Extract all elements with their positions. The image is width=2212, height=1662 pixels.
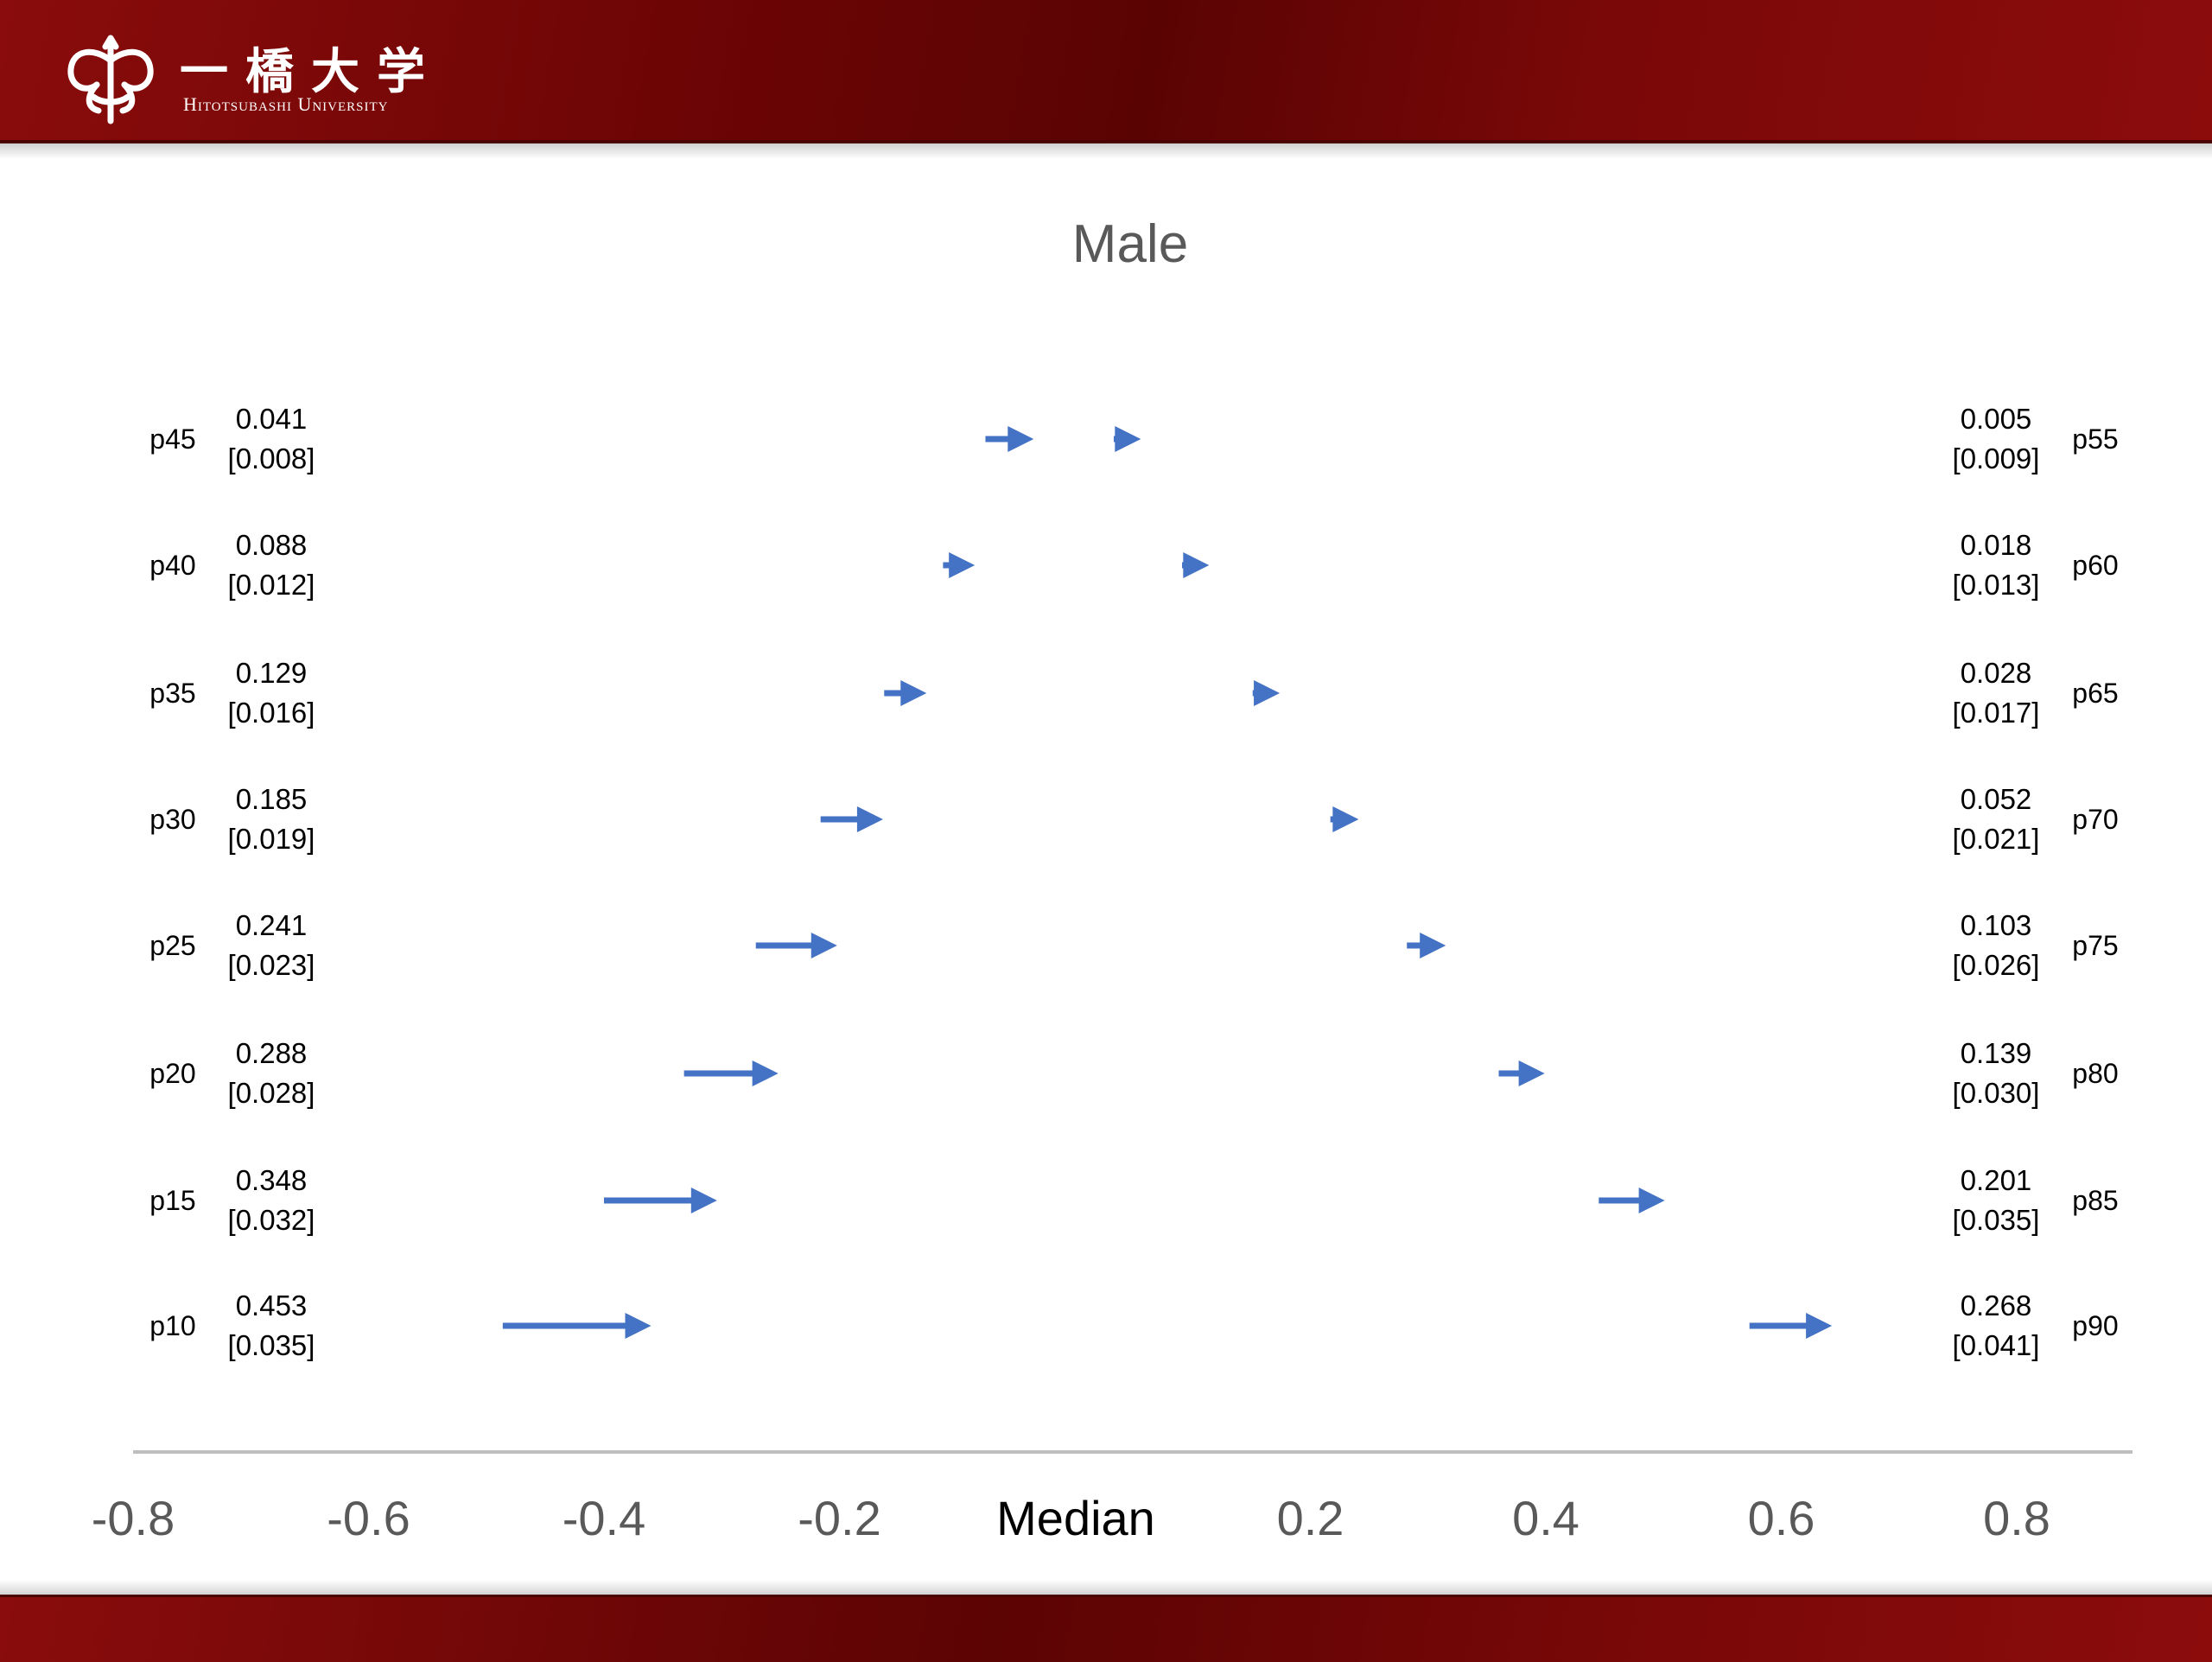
standard-error-label: [0.030] — [1953, 1077, 2040, 1109]
footer-shadow — [0, 1580, 2212, 1595]
arrow-head — [690, 1188, 717, 1213]
arrow-mark-p40 — [943, 552, 976, 578]
arrow-mark-p25 — [755, 933, 837, 958]
arrow-mark-p75 — [1407, 933, 1446, 958]
percentile-label: p25 — [149, 930, 195, 961]
arrow-mark-p85 — [1599, 1188, 1665, 1213]
header-banner: 一橋大学 Hitotsubashi University — [0, 0, 2212, 143]
standard-error-label: [0.009] — [1953, 443, 2040, 474]
standard-error-label: [0.013] — [1953, 569, 2040, 601]
percentile-label: p20 — [149, 1058, 195, 1089]
standard-error-label: [0.026] — [1953, 949, 2040, 981]
percentile-label: p80 — [2072, 1058, 2118, 1089]
x-tick-label: 0.4 — [1512, 1491, 1580, 1545]
university-name-english: Hitotsubashi University — [183, 93, 389, 115]
standard-error-label: [0.023] — [228, 949, 315, 981]
effect-value-label: 0.288 — [236, 1037, 308, 1069]
percentile-label: p60 — [2072, 550, 2118, 581]
arrow-head — [1115, 426, 1141, 452]
arrow-mark-p80 — [1498, 1060, 1545, 1086]
percentile-label: p15 — [149, 1185, 195, 1216]
arrow-mark-p30 — [820, 806, 883, 832]
effect-value-label: 0.018 — [1961, 529, 2032, 561]
x-tick-label: -0.4 — [563, 1491, 646, 1545]
arrow-head — [1332, 806, 1359, 832]
arrow-mark-p70 — [1330, 806, 1359, 832]
arrow-head — [900, 680, 927, 706]
arrow-head — [1518, 1060, 1545, 1086]
arrow-head — [752, 1060, 779, 1086]
standard-error-label: [0.028] — [228, 1077, 315, 1109]
x-tick-label: 0.6 — [1748, 1491, 1815, 1545]
effect-value-label: 0.028 — [1961, 657, 2032, 689]
x-tick-label: -0.2 — [798, 1491, 881, 1545]
arrow-head — [1254, 680, 1281, 706]
x-tick-label: 0.2 — [1277, 1491, 1344, 1545]
effect-value-label: 0.041 — [236, 403, 308, 435]
standard-error-label: [0.035] — [228, 1329, 315, 1361]
effect-value-label: 0.185 — [236, 783, 308, 815]
standard-error-label: [0.016] — [228, 697, 315, 729]
arrow-head — [856, 806, 883, 832]
percentile-label: p40 — [149, 550, 195, 581]
x-tick-label: -0.8 — [92, 1491, 175, 1545]
arrow-mark-p15 — [604, 1188, 717, 1213]
percentile-label: p70 — [2072, 804, 2118, 835]
arrow-mark-p60 — [1181, 552, 1210, 578]
percentile-label: p10 — [149, 1310, 195, 1341]
arrow-head — [949, 552, 976, 578]
x-tick-label: -0.6 — [327, 1491, 410, 1545]
percentile-label: p65 — [2072, 678, 2118, 709]
standard-error-label: [0.008] — [228, 443, 315, 474]
arrow-mark-p20 — [683, 1060, 779, 1086]
arrow-head — [1420, 933, 1446, 958]
x-tick-label: 0.8 — [1983, 1491, 2050, 1545]
university-crest-icon — [67, 35, 154, 124]
arrow-mark-p35 — [884, 680, 927, 706]
effect-value-label: 0.268 — [1961, 1289, 2032, 1321]
arrow-mark-p10 — [502, 1313, 652, 1339]
arrow-head — [625, 1313, 652, 1339]
standard-error-label: [0.019] — [228, 823, 315, 855]
effect-value-label: 0.129 — [236, 657, 308, 689]
standard-error-label: [0.035] — [1953, 1204, 2040, 1236]
effect-value-label: 0.052 — [1961, 783, 2032, 815]
chart-title: Male — [1072, 214, 1188, 274]
arrow-head — [1638, 1188, 1665, 1213]
percentile-label: p75 — [2072, 930, 2118, 961]
effect-value-label: 0.348 — [236, 1164, 308, 1196]
effect-value-label: 0.088 — [236, 529, 308, 561]
percentile-label: p45 — [149, 423, 195, 455]
footer-banner — [0, 1595, 2212, 1662]
effect-value-label: 0.453 — [236, 1289, 308, 1321]
effect-value-label: 0.103 — [1961, 909, 2032, 941]
percentile-label: p90 — [2072, 1310, 2118, 1341]
percentile-label: p85 — [2072, 1185, 2118, 1216]
header-shadow — [0, 143, 2212, 159]
arrow-mark-p45 — [985, 426, 1034, 452]
arrow-mark-p65 — [1252, 680, 1281, 706]
effect-value-label: 0.139 — [1961, 1037, 2032, 1069]
arrow-mark-p90 — [1749, 1313, 1833, 1339]
percentile-label: p35 — [149, 678, 195, 709]
university-name-japanese: 一橋大学 — [180, 43, 442, 100]
arrow-head — [1183, 552, 1210, 578]
arrow-head — [1806, 1313, 1833, 1339]
arrow-mark-p55 — [1113, 426, 1141, 452]
percentile-label: p55 — [2072, 423, 2118, 455]
standard-error-label: [0.012] — [228, 569, 315, 601]
effect-value-label: 0.005 — [1961, 403, 2032, 435]
effect-value-label: 0.241 — [236, 909, 308, 941]
arrow-head — [1007, 426, 1034, 452]
effect-value-label: 0.201 — [1961, 1164, 2032, 1196]
x-axis-title: Median — [996, 1491, 1155, 1545]
percentile-label: p30 — [149, 804, 195, 835]
standard-error-label: [0.021] — [1953, 823, 2040, 855]
standard-error-label: [0.032] — [228, 1204, 315, 1236]
standard-error-label: [0.017] — [1953, 697, 2040, 729]
arrow-head — [810, 933, 837, 958]
standard-error-label: [0.041] — [1953, 1329, 2040, 1361]
